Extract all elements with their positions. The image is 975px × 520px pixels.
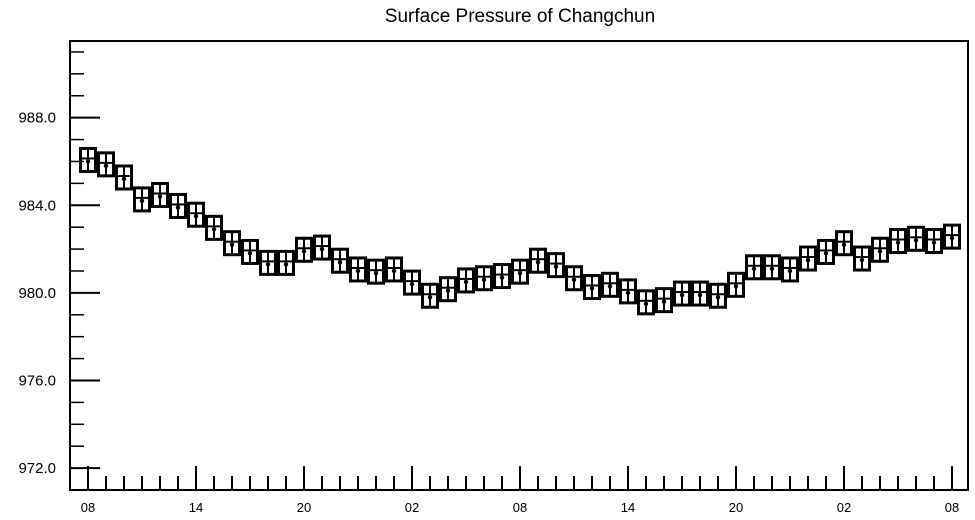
data-point <box>421 282 439 309</box>
data-point <box>619 278 637 305</box>
data-point <box>205 214 223 241</box>
chart-title: Surface Pressure of Changchun <box>385 6 655 27</box>
y-tick-label: 972.0 <box>18 460 56 477</box>
y-tick-label: 984.0 <box>18 197 56 214</box>
data-point <box>259 249 277 276</box>
x-axis: 08 14 20 02 08 14 20 02 08 <box>81 466 959 515</box>
x-tick-label: 08 <box>81 500 95 515</box>
data-point <box>565 265 583 292</box>
data-point <box>97 151 115 178</box>
data-point <box>583 273 601 300</box>
data-point <box>781 256 799 283</box>
y-tick-label: 988.0 <box>18 110 56 127</box>
data-point <box>835 230 853 257</box>
data-point <box>907 225 925 252</box>
data-point <box>385 256 403 283</box>
x-tick-label: 02 <box>405 500 419 515</box>
data-point <box>367 258 385 285</box>
data-point <box>601 271 619 298</box>
data-point <box>745 254 763 281</box>
data-point <box>439 276 457 303</box>
data-point <box>295 236 313 263</box>
data-point <box>871 236 889 263</box>
data-point <box>727 271 745 298</box>
data-point <box>403 269 421 296</box>
data-point <box>313 234 331 261</box>
data-point <box>133 186 151 213</box>
data-point <box>511 258 529 285</box>
data-point <box>493 263 511 290</box>
y-tick-label: 980.0 <box>18 285 56 302</box>
x-tick-label: 08 <box>945 500 959 515</box>
data-point <box>655 287 673 314</box>
data-point <box>151 182 169 209</box>
data-point <box>817 238 835 265</box>
x-tick-label: 02 <box>837 500 851 515</box>
data-point <box>943 223 961 250</box>
data-point <box>331 247 349 274</box>
data-point <box>889 228 907 255</box>
data-point <box>691 280 709 307</box>
data-point <box>187 201 205 228</box>
x-tick-label: 14 <box>189 500 203 515</box>
data-point <box>673 280 691 307</box>
data-point <box>853 245 871 272</box>
data-point <box>169 192 187 219</box>
data-point <box>529 247 547 274</box>
data-point <box>475 265 493 292</box>
data-point <box>637 289 655 316</box>
data-point <box>709 282 727 309</box>
data-point <box>79 146 97 173</box>
data-point <box>223 230 241 257</box>
data-markers <box>79 146 961 316</box>
data-point <box>349 256 367 283</box>
data-point <box>115 164 133 191</box>
x-tick-label: 08 <box>513 500 527 515</box>
data-point <box>763 254 781 281</box>
x-tick-label: 20 <box>729 500 743 515</box>
x-tick-label: 20 <box>297 500 311 515</box>
y-axis: 972.0 976.0 980.0 984.0 988.0 <box>18 51 100 491</box>
x-tick-label: 14 <box>621 500 635 515</box>
data-point <box>925 228 943 255</box>
data-point <box>241 238 259 265</box>
y-tick-label: 976.0 <box>18 372 56 389</box>
data-point <box>277 249 295 276</box>
data-point <box>547 252 565 279</box>
data-point <box>457 267 475 294</box>
data-point <box>799 245 817 272</box>
